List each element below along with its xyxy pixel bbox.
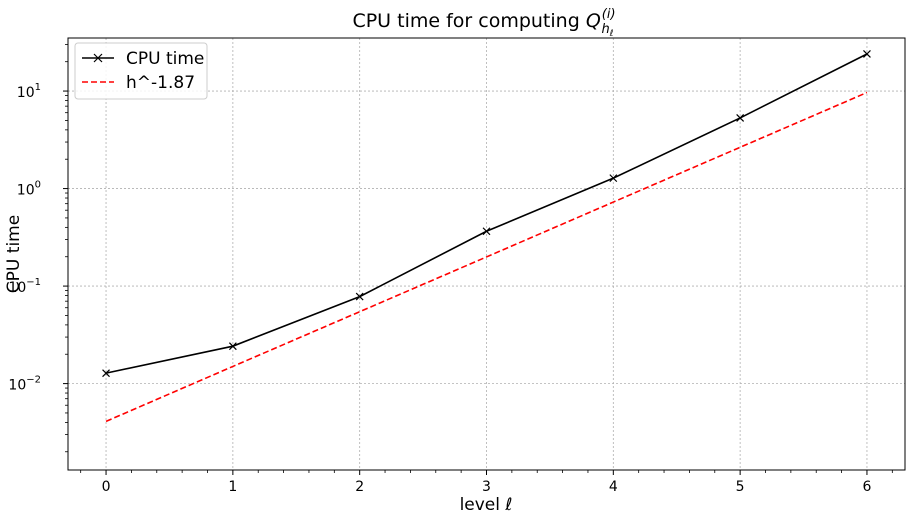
x-tick-label: 5 <box>736 479 745 495</box>
legend: CPU time h^-1.87 <box>74 42 208 100</box>
legend-box <box>74 42 208 100</box>
data-point-marker <box>102 369 110 378</box>
x-tick-label: 3 <box>482 479 491 495</box>
y-tick-label: 10−2 <box>8 375 41 394</box>
x-axis-label: level ℓ <box>460 495 513 515</box>
legend-marker-x <box>93 53 103 63</box>
data-point-marker <box>863 50 871 58</box>
data-point-marker <box>609 174 618 183</box>
y-tick-label: 10−1 <box>8 277 41 296</box>
series-line-fit <box>105 91 868 423</box>
chart-title: CPU time for computing Q(i) hℓ <box>352 7 615 39</box>
x-tick-label: 2 <box>355 479 364 495</box>
grid <box>68 38 905 470</box>
y-axis-label: CPU time <box>4 215 24 293</box>
y-tick-label: 100 <box>17 180 41 199</box>
data-point-marker <box>355 292 364 301</box>
legend-label-fit: h^-1.87 <box>126 73 195 93</box>
series-line-cpu-time <box>105 53 868 374</box>
x-tick-label: 4 <box>609 479 618 495</box>
x-tick-label: 0 <box>102 479 111 495</box>
x-tick-label: 6 <box>862 479 871 495</box>
axis-ticks: 0 1 2 3 4 5 6 10−2 10−1 100 101 <box>8 44 893 495</box>
y-tick-label: 101 <box>17 82 41 101</box>
data-point-marker <box>482 227 491 236</box>
x-tick-label: 1 <box>228 479 237 495</box>
data-point-marker <box>736 114 745 122</box>
plot-series <box>102 50 871 423</box>
legend-label-cpu-time: CPU time <box>126 49 204 69</box>
data-point-marker <box>228 342 237 351</box>
